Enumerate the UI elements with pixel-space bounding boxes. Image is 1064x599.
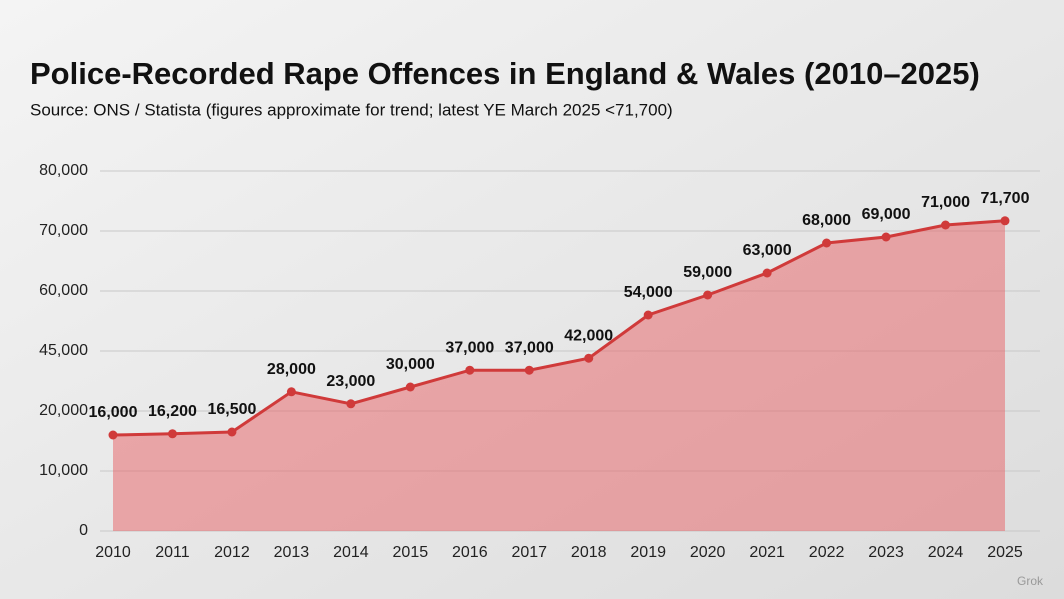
data-label: 37,000 bbox=[445, 339, 494, 356]
x-tick-label: 2025 bbox=[987, 544, 1023, 561]
x-tick-label: 2024 bbox=[928, 544, 964, 561]
x-tick-label: 2014 bbox=[333, 544, 369, 561]
area bbox=[113, 220, 1005, 532]
point bbox=[1000, 216, 1010, 226]
x-tick-label: 2022 bbox=[809, 544, 845, 561]
point bbox=[584, 353, 594, 363]
point bbox=[524, 365, 534, 375]
data-label: 59,000 bbox=[683, 264, 732, 281]
x-tick-label: 2016 bbox=[452, 544, 488, 561]
x-tick-label: 2012 bbox=[214, 544, 250, 561]
point bbox=[941, 220, 951, 230]
point bbox=[703, 290, 713, 300]
x-tick-label: 2020 bbox=[690, 544, 726, 561]
x-tick-label: 2017 bbox=[511, 544, 547, 561]
x-tick-label: 2015 bbox=[393, 544, 429, 561]
data-label: 71,700 bbox=[981, 190, 1030, 207]
x-tick-label: 2011 bbox=[155, 544, 190, 561]
chart-title: Police-Recorded Rape Offences in England… bbox=[30, 56, 980, 91]
y-tick-label: 60,000 bbox=[39, 282, 88, 299]
x-tick-label: 2023 bbox=[868, 544, 904, 561]
data-label: 68,000 bbox=[802, 212, 851, 229]
data-label: 16,000 bbox=[89, 404, 138, 421]
data-label: 63,000 bbox=[743, 242, 792, 259]
data-label: 23,000 bbox=[326, 373, 375, 390]
data-label: 69,000 bbox=[862, 206, 911, 223]
point bbox=[465, 365, 475, 375]
y-tick-label: 20,000 bbox=[39, 402, 88, 419]
point bbox=[643, 310, 653, 320]
point bbox=[167, 429, 177, 439]
point bbox=[108, 430, 118, 440]
point bbox=[346, 399, 356, 409]
data-label: 16,500 bbox=[207, 401, 256, 418]
data-label: 37,000 bbox=[505, 339, 554, 356]
x-tick-label: 2013 bbox=[274, 544, 310, 561]
data-label: 28,000 bbox=[267, 361, 316, 378]
x-tick-label: 2010 bbox=[95, 544, 131, 561]
point bbox=[227, 427, 237, 437]
point bbox=[405, 382, 415, 392]
point bbox=[762, 268, 772, 278]
y-tick-label: 70,000 bbox=[39, 222, 88, 239]
line bbox=[112, 219, 1006, 437]
y-tick-label: 80,000 bbox=[39, 162, 88, 179]
data-label: 42,000 bbox=[564, 327, 613, 344]
y-tick-label: 45,000 bbox=[39, 342, 88, 359]
x-tick-label: 2018 bbox=[571, 544, 607, 561]
x-tick-label: 2019 bbox=[630, 544, 666, 561]
watermark: Grok bbox=[1017, 574, 1044, 588]
data-label: 54,000 bbox=[624, 284, 673, 301]
data-label: 16,200 bbox=[148, 403, 197, 420]
point bbox=[881, 232, 891, 242]
y-tick-label: 10,000 bbox=[39, 462, 88, 479]
point bbox=[822, 238, 832, 248]
data-label: 71,000 bbox=[921, 194, 970, 211]
x-tick-label: 2021 bbox=[749, 544, 785, 561]
y-tick-label: 0 bbox=[79, 522, 88, 539]
point bbox=[286, 387, 296, 397]
data-label: 30,000 bbox=[386, 356, 435, 373]
chart-subtitle: Source: ONS / Statista (figures approxim… bbox=[30, 100, 673, 119]
